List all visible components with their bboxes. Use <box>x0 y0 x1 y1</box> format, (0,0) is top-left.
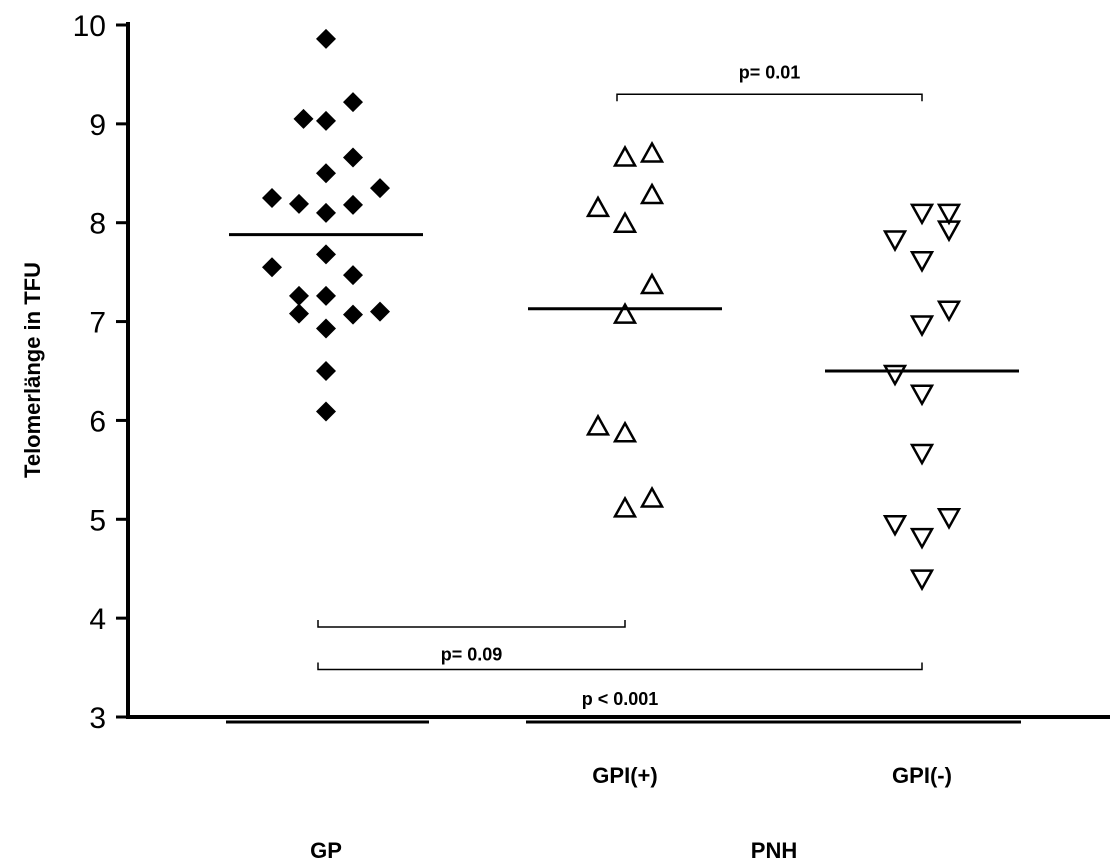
data-point-diamond <box>343 92 363 113</box>
data-point-triangle-up <box>639 485 665 508</box>
data-point-diamond <box>293 108 314 129</box>
p-value-label: p < 0.001 <box>582 689 659 709</box>
data-point-triangle-down <box>936 220 962 243</box>
data-point-triangle-up <box>612 495 638 518</box>
data-point-triangle-down <box>909 527 935 550</box>
data-point-triangle-up <box>612 211 638 233</box>
data-point-diamond <box>262 257 282 278</box>
data-point-triangle-down <box>936 300 962 323</box>
x-category-label: GP <box>310 838 342 859</box>
data-point-diamond <box>316 361 336 381</box>
data-point-triangle-up <box>585 195 611 218</box>
data-point-diamond <box>289 285 309 306</box>
data-point-triangle-down <box>909 443 935 466</box>
data-point-triangle-down <box>909 569 935 592</box>
data-point-triangle-down <box>909 251 935 273</box>
data-point-triangle-down <box>909 315 935 338</box>
data-point-diamond <box>316 401 336 422</box>
y-axis-label: Telomerlänge in TFU <box>20 262 45 478</box>
data-point-diamond <box>262 188 282 208</box>
data-point-triangle-up <box>639 272 665 295</box>
data-point-triangle-down <box>909 203 935 226</box>
significance-bracket <box>317 620 626 628</box>
y-tick-label: 7 <box>89 307 106 340</box>
data-point-diamond <box>343 194 363 215</box>
data-point-triangle-up <box>639 182 665 205</box>
data-point-triangle-up <box>585 413 611 436</box>
data-point-diamond <box>343 265 363 286</box>
plot-area: 3 4 5 6 7 8 9 10 p= 0.01 p= 0.09 p < 0.001 GPI(+) GP… <box>73 10 1110 859</box>
data-point-diamond <box>316 244 336 265</box>
data-point-triangle-down <box>882 230 908 253</box>
data-point-diamond <box>316 202 336 223</box>
p-value-label: p= 0.01 <box>739 62 801 82</box>
data-point-triangle-down <box>936 508 962 530</box>
y-tick-label: 4 <box>89 603 106 636</box>
data-point-triangle-up <box>639 140 665 163</box>
data-point-diamond <box>316 110 336 131</box>
data-point-triangle-down <box>882 364 908 387</box>
significance-bracket <box>616 93 923 102</box>
significance-bracket <box>317 662 923 671</box>
data-point-diamond <box>316 318 336 339</box>
data-point-diamond <box>343 304 363 325</box>
p-value-label: p= 0.09 <box>441 645 503 665</box>
data-point-diamond <box>289 303 309 324</box>
x-category-label: GPI(+) <box>592 763 657 788</box>
data-point-diamond <box>316 285 336 306</box>
y-tick-label: 5 <box>89 504 106 537</box>
data-point-triangle-down <box>882 514 908 537</box>
y-tick-label: 8 <box>89 208 106 241</box>
data-point-triangle-up <box>612 420 638 443</box>
data-point-triangle-down <box>936 203 962 226</box>
data-point-triangle-up <box>612 144 638 167</box>
x-group-label: PNH <box>751 838 797 859</box>
y-tick-label: 3 <box>89 702 106 735</box>
y-tick-label: 6 <box>89 405 106 438</box>
data-point-diamond <box>370 301 390 322</box>
data-point-diamond <box>316 28 336 49</box>
data-point-diamond <box>370 178 390 199</box>
data-point-triangle-up <box>612 302 638 324</box>
x-category-label: GPI(-) <box>892 763 952 788</box>
y-tick-label: 10 <box>73 10 106 43</box>
y-tick-label: 9 <box>89 109 106 142</box>
data-point-diamond <box>316 163 336 184</box>
data-point-triangle-down <box>909 384 935 407</box>
data-point-diamond <box>343 147 363 168</box>
data-point-diamond <box>289 193 309 214</box>
